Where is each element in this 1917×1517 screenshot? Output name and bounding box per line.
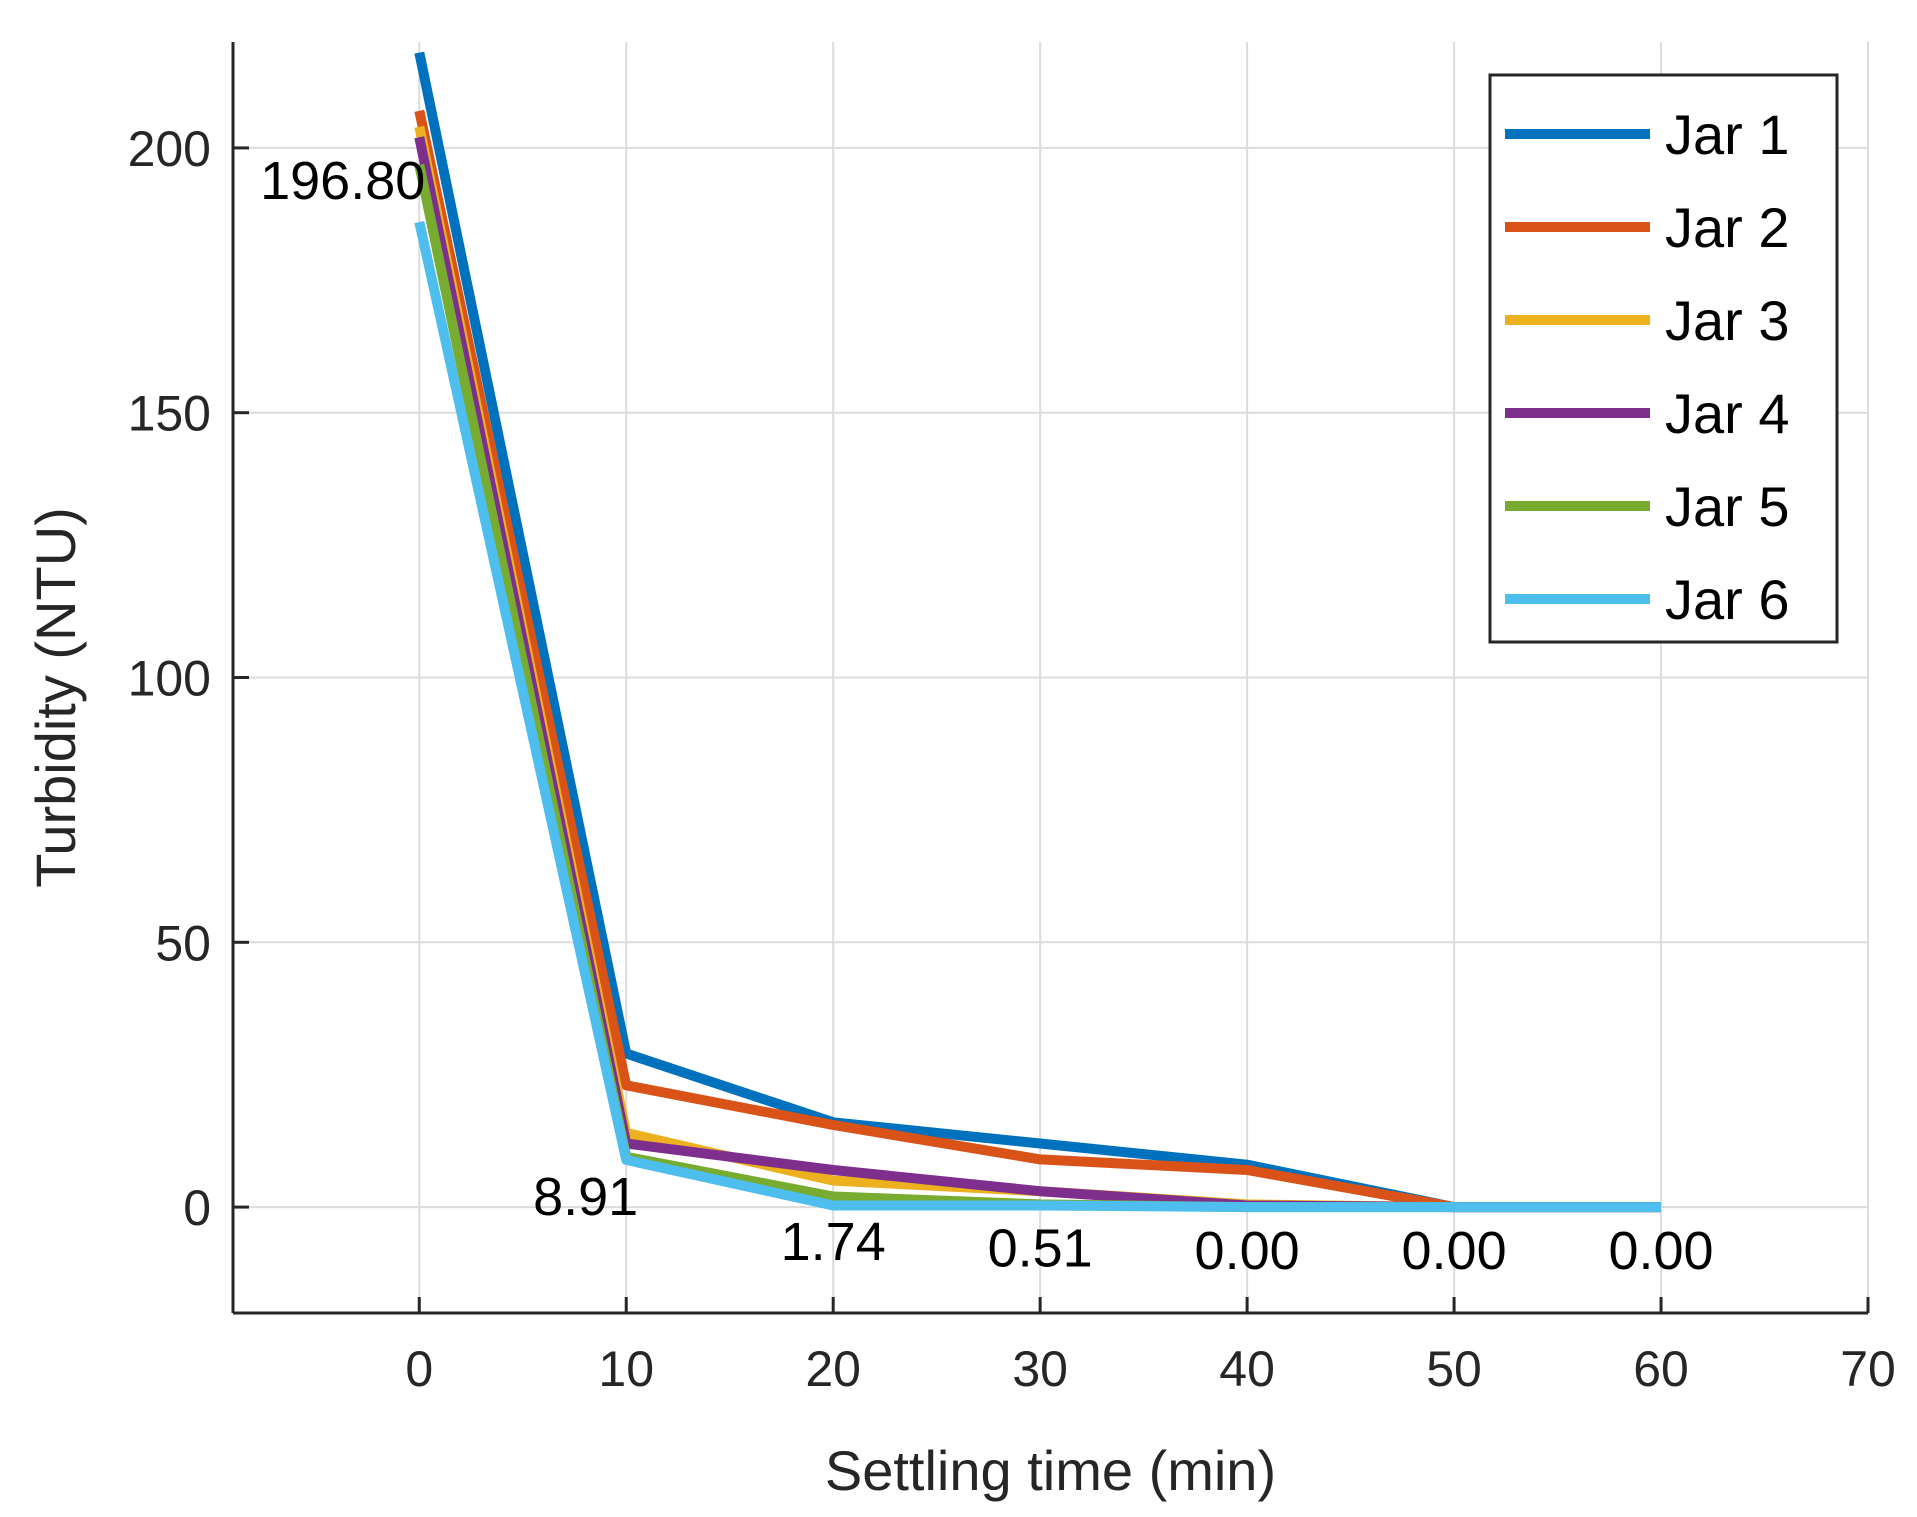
data-label: 0.00 — [1402, 1221, 1507, 1281]
x-tick-label: 50 — [1426, 1341, 1482, 1397]
data-label: 1.74 — [781, 1212, 886, 1272]
data-label: 0.00 — [1608, 1221, 1713, 1281]
x-tick-label: 10 — [598, 1341, 654, 1397]
legend-label-jar-3: Jar 3 — [1665, 289, 1790, 352]
x-tick-label: 60 — [1633, 1341, 1689, 1397]
legend-label-jar-5: Jar 5 — [1665, 475, 1790, 538]
data-label: 196.80 — [260, 151, 425, 211]
y-tick-label: 0 — [183, 1180, 211, 1236]
data-label: 0.51 — [988, 1218, 1093, 1278]
legend: Jar 1 Jar 2 Jar 3 Jar 4 Jar 5 Jar 6 — [1488, 73, 1839, 644]
x-tick-label: 70 — [1840, 1341, 1896, 1397]
y-axis-title: Turbidity (NTU) — [24, 507, 87, 888]
y-tick-label: 200 — [128, 121, 211, 177]
x-axis-title: Settling time (min) — [825, 1439, 1276, 1502]
data-label: 8.91 — [533, 1167, 638, 1227]
series-line-jar-6 — [414, 221, 1661, 1213]
data-label: 0.00 — [1195, 1221, 1300, 1281]
legend-box — [1488, 73, 1839, 644]
legend-label-jar-6: Jar 6 — [1665, 568, 1790, 631]
legend-label-jar-4: Jar 4 — [1665, 382, 1790, 445]
x-tick-label: 20 — [805, 1341, 861, 1397]
series-lines — [414, 51, 1661, 1213]
x-tick-label: 0 — [405, 1341, 433, 1397]
x-tick-label: 40 — [1219, 1341, 1275, 1397]
grid-lines — [233, 42, 1869, 1313]
y-tick-label: 100 — [128, 651, 211, 707]
data-labels: 196.80 8.91 1.74 0.51 0.00 0.00 0.00 — [260, 151, 1713, 1281]
y-tick-label: 50 — [155, 915, 211, 971]
y-tick-label: 150 — [128, 386, 211, 442]
legend-label-jar-2: Jar 2 — [1665, 196, 1790, 259]
legend-label-jar-1: Jar 1 — [1665, 103, 1790, 166]
x-tick-label: 30 — [1012, 1341, 1068, 1397]
axes: 0 10 20 30 40 50 60 70 0 50 100 150 200 — [128, 42, 1896, 1397]
